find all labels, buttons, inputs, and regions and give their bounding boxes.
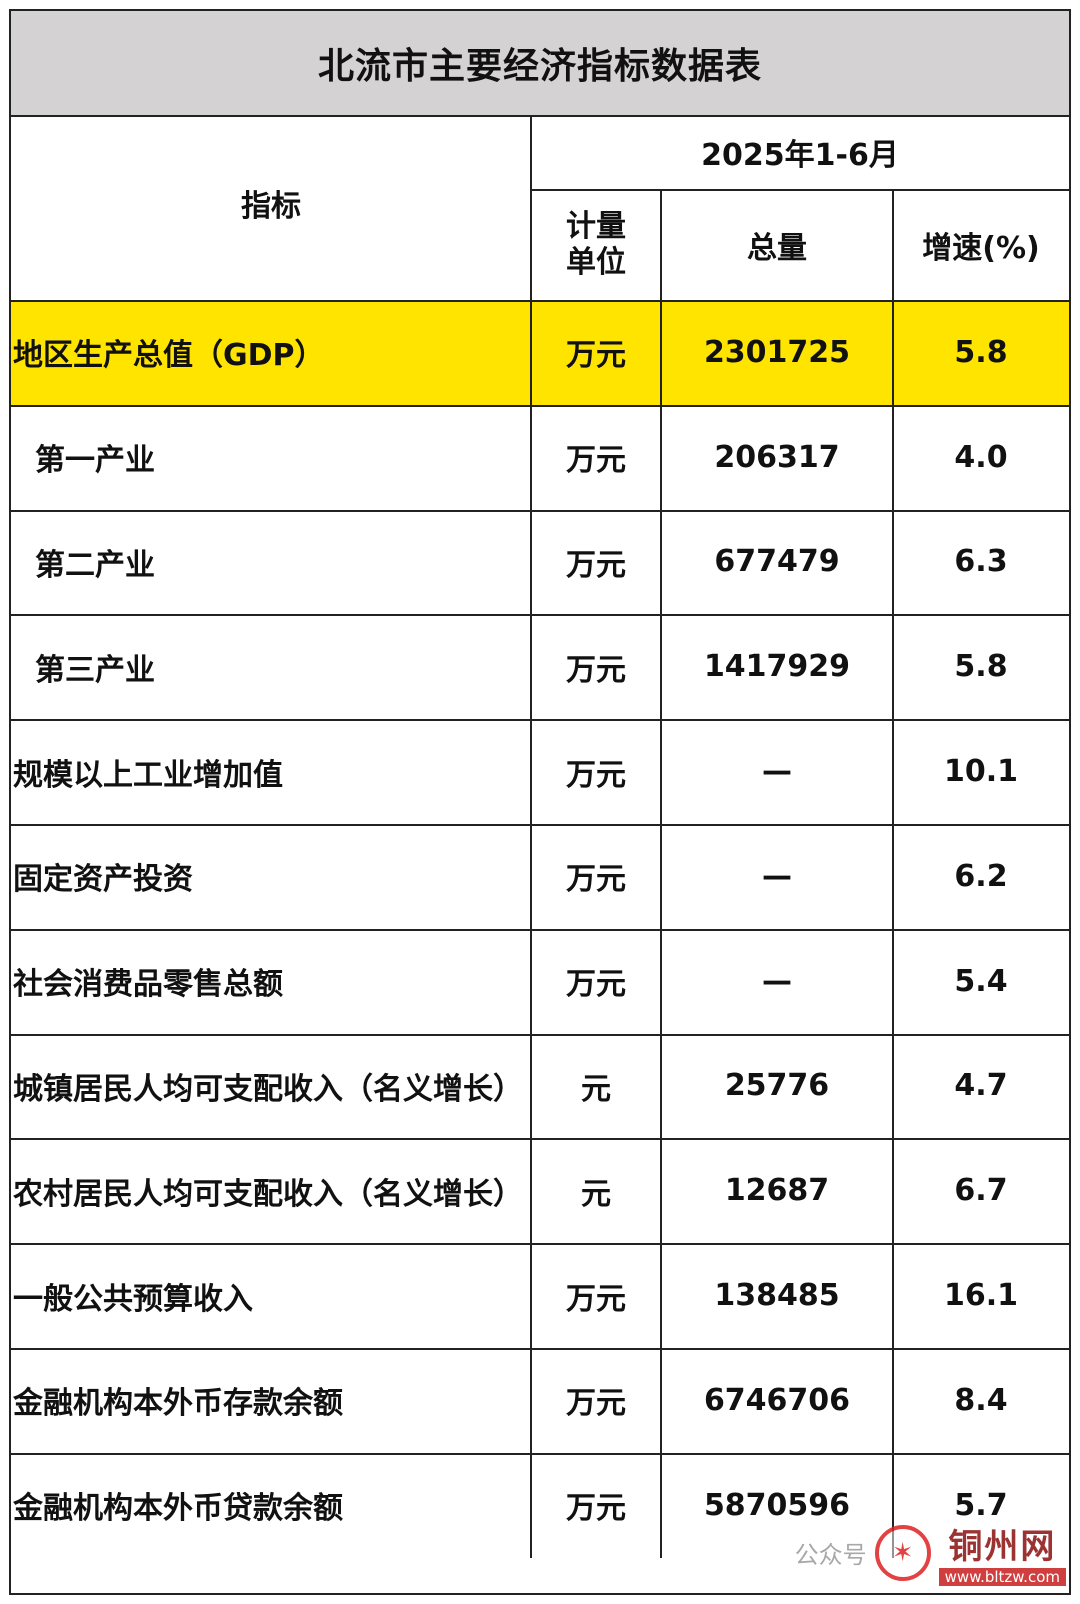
row-name: 规模以上工业增加值 (13, 757, 283, 793)
header-unit-line1: 计量 (566, 208, 626, 244)
row-total: 5870596 (703, 1487, 851, 1523)
header-unit-line2: 单位 (566, 244, 626, 280)
row-unit: 万元 (566, 443, 626, 479)
row-divider (11, 614, 1069, 617)
watermark-brand: 铜州网 www.bltzw.com (938, 1519, 1066, 1586)
row-divider (11, 1138, 1069, 1141)
row-name: 第一产业 (35, 443, 155, 479)
row-total: 206317 (714, 439, 840, 475)
row-unit: 元 (581, 1176, 611, 1212)
row-unit: 万元 (566, 338, 626, 374)
row-divider (11, 1033, 1069, 1036)
row-divider (11, 404, 1069, 407)
column-divider (530, 115, 532, 1558)
row-unit: 万元 (566, 1386, 626, 1422)
column-divider (892, 189, 894, 1558)
row-name: 农村居民人均可支配收入（名义增长） (13, 1176, 523, 1212)
row-growth: 4.7 (954, 1068, 1008, 1104)
data-table: 北流市主要经济指标数据表 指标 2025年1-6月计量 单位 总量 增速(%) 地区生产总… (9, 9, 1071, 1595)
row-name: 金融机构本外币存款余额 (13, 1386, 343, 1422)
header-unit: 计量 单位 (531, 189, 661, 300)
header-indicator: 指标 (241, 188, 301, 224)
row-divider (11, 928, 1069, 931)
row-total: 2301725 (703, 334, 851, 370)
column-divider (660, 189, 662, 1558)
row-total: 25776 (724, 1068, 830, 1104)
row-growth: 16.1 (943, 1278, 1019, 1314)
row-growth: 8.4 (954, 1382, 1008, 1418)
row-total: 677479 (714, 544, 840, 580)
row-growth: 6.2 (954, 858, 1008, 894)
row-name: 地区生产总值（GDP） (13, 338, 325, 374)
row-divider (11, 1452, 1069, 1455)
row-name: 固定资产投资 (13, 862, 193, 898)
header-growth: 增速(%) (922, 230, 1040, 266)
row-growth: 5.4 (954, 963, 1008, 999)
row-name: 一般公共预算收入 (13, 1281, 253, 1317)
header-total: 总量 (747, 230, 807, 266)
row-divider (11, 1348, 1069, 1350)
row-total: — (762, 858, 792, 894)
row-name: 金融机构本外币贷款余额 (13, 1491, 343, 1527)
row-name: 第二产业 (35, 547, 155, 583)
row-total: 138485 (714, 1278, 840, 1314)
row-divider (11, 719, 1069, 722)
row-growth: 4.0 (954, 439, 1008, 475)
watermark-brand-name: 铜州网 (948, 1527, 1057, 1567)
seal-logo-icon: ✶ (874, 1524, 931, 1581)
row-divider (11, 509, 1069, 512)
row-growth: 6.3 (954, 544, 1008, 580)
row-divider (11, 1243, 1069, 1246)
watermark-url: www.bltzw.com (938, 1568, 1066, 1586)
row-divider (11, 824, 1069, 826)
row-unit: 元 (581, 1071, 611, 1107)
row-growth: 5.8 (954, 334, 1008, 370)
header-bottom-divider (11, 300, 1069, 302)
row-name: 社会消费品零售总额 (13, 967, 283, 1003)
header-divider (531, 189, 1069, 191)
row-unit: 万元 (566, 1491, 626, 1527)
row-total: — (762, 754, 792, 790)
row-growth: 6.7 (954, 1173, 1008, 1209)
table-title: 北流市主要经济指标数据表 (11, 11, 1069, 117)
row-growth: 10.1 (943, 754, 1019, 790)
row-unit: 万元 (566, 547, 626, 583)
row-growth: 5.7 (954, 1487, 1008, 1523)
row-total: 6746706 (703, 1382, 851, 1418)
row-total: 12687 (724, 1173, 830, 1209)
row-unit: 万元 (566, 757, 626, 793)
watermark: 公众号 ✶ 铜州网 www.bltzw.com (795, 1519, 1066, 1586)
row-name: 城镇居民人均可支配收入（名义增长） (13, 1071, 523, 1107)
header-period: 2025年1-6月 (701, 138, 899, 173)
row-unit: 万元 (566, 1281, 626, 1317)
row-unit: 万元 (566, 862, 626, 898)
row-growth: 5.8 (954, 649, 1008, 685)
watermark-account-text: 公众号 (794, 1541, 867, 1569)
row-unit: 万元 (566, 967, 626, 1003)
row-name: 第三产业 (35, 652, 155, 688)
row-unit: 万元 (566, 652, 626, 688)
row-total: 1417929 (703, 649, 851, 685)
row-total: — (762, 963, 792, 999)
